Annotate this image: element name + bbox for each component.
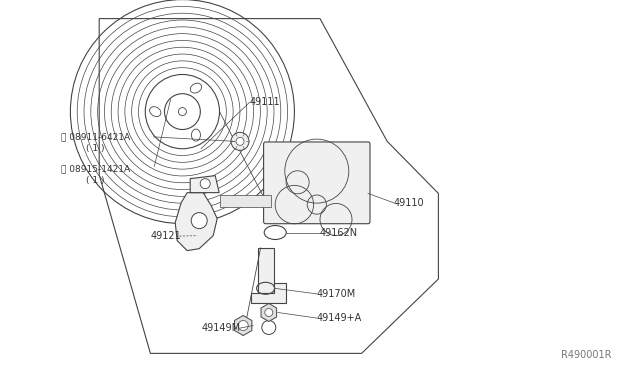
Text: 49170M: 49170M [317, 289, 356, 299]
Polygon shape [257, 248, 273, 293]
Text: ( 1 ): ( 1 ) [86, 144, 105, 153]
Text: 49149+A: 49149+A [317, 313, 362, 323]
Polygon shape [190, 176, 219, 193]
Circle shape [231, 132, 249, 150]
Circle shape [200, 179, 210, 189]
Text: 49162N: 49162N [320, 228, 358, 237]
Polygon shape [175, 193, 217, 251]
Ellipse shape [190, 83, 202, 93]
Text: Ⓝ 08911-6421A: Ⓝ 08911-6421A [61, 132, 130, 141]
Text: Ⓦ 08915-1421A: Ⓦ 08915-1421A [61, 165, 130, 174]
Ellipse shape [191, 129, 200, 141]
Bar [220, 195, 271, 207]
Ellipse shape [150, 107, 161, 116]
Text: 49149M: 49149M [202, 323, 241, 333]
Circle shape [265, 308, 273, 317]
Circle shape [238, 321, 248, 330]
Circle shape [191, 213, 207, 229]
Circle shape [236, 137, 244, 145]
Polygon shape [261, 304, 276, 321]
Polygon shape [234, 315, 252, 336]
Text: 49111: 49111 [250, 97, 280, 107]
Polygon shape [251, 283, 285, 303]
Text: R490001R: R490001R [561, 350, 611, 360]
Text: ( 1 ): ( 1 ) [86, 176, 105, 185]
Circle shape [179, 108, 186, 116]
Text: 49121: 49121 [150, 231, 181, 241]
FancyBboxPatch shape [264, 142, 370, 224]
Text: 49110: 49110 [394, 198, 424, 208]
